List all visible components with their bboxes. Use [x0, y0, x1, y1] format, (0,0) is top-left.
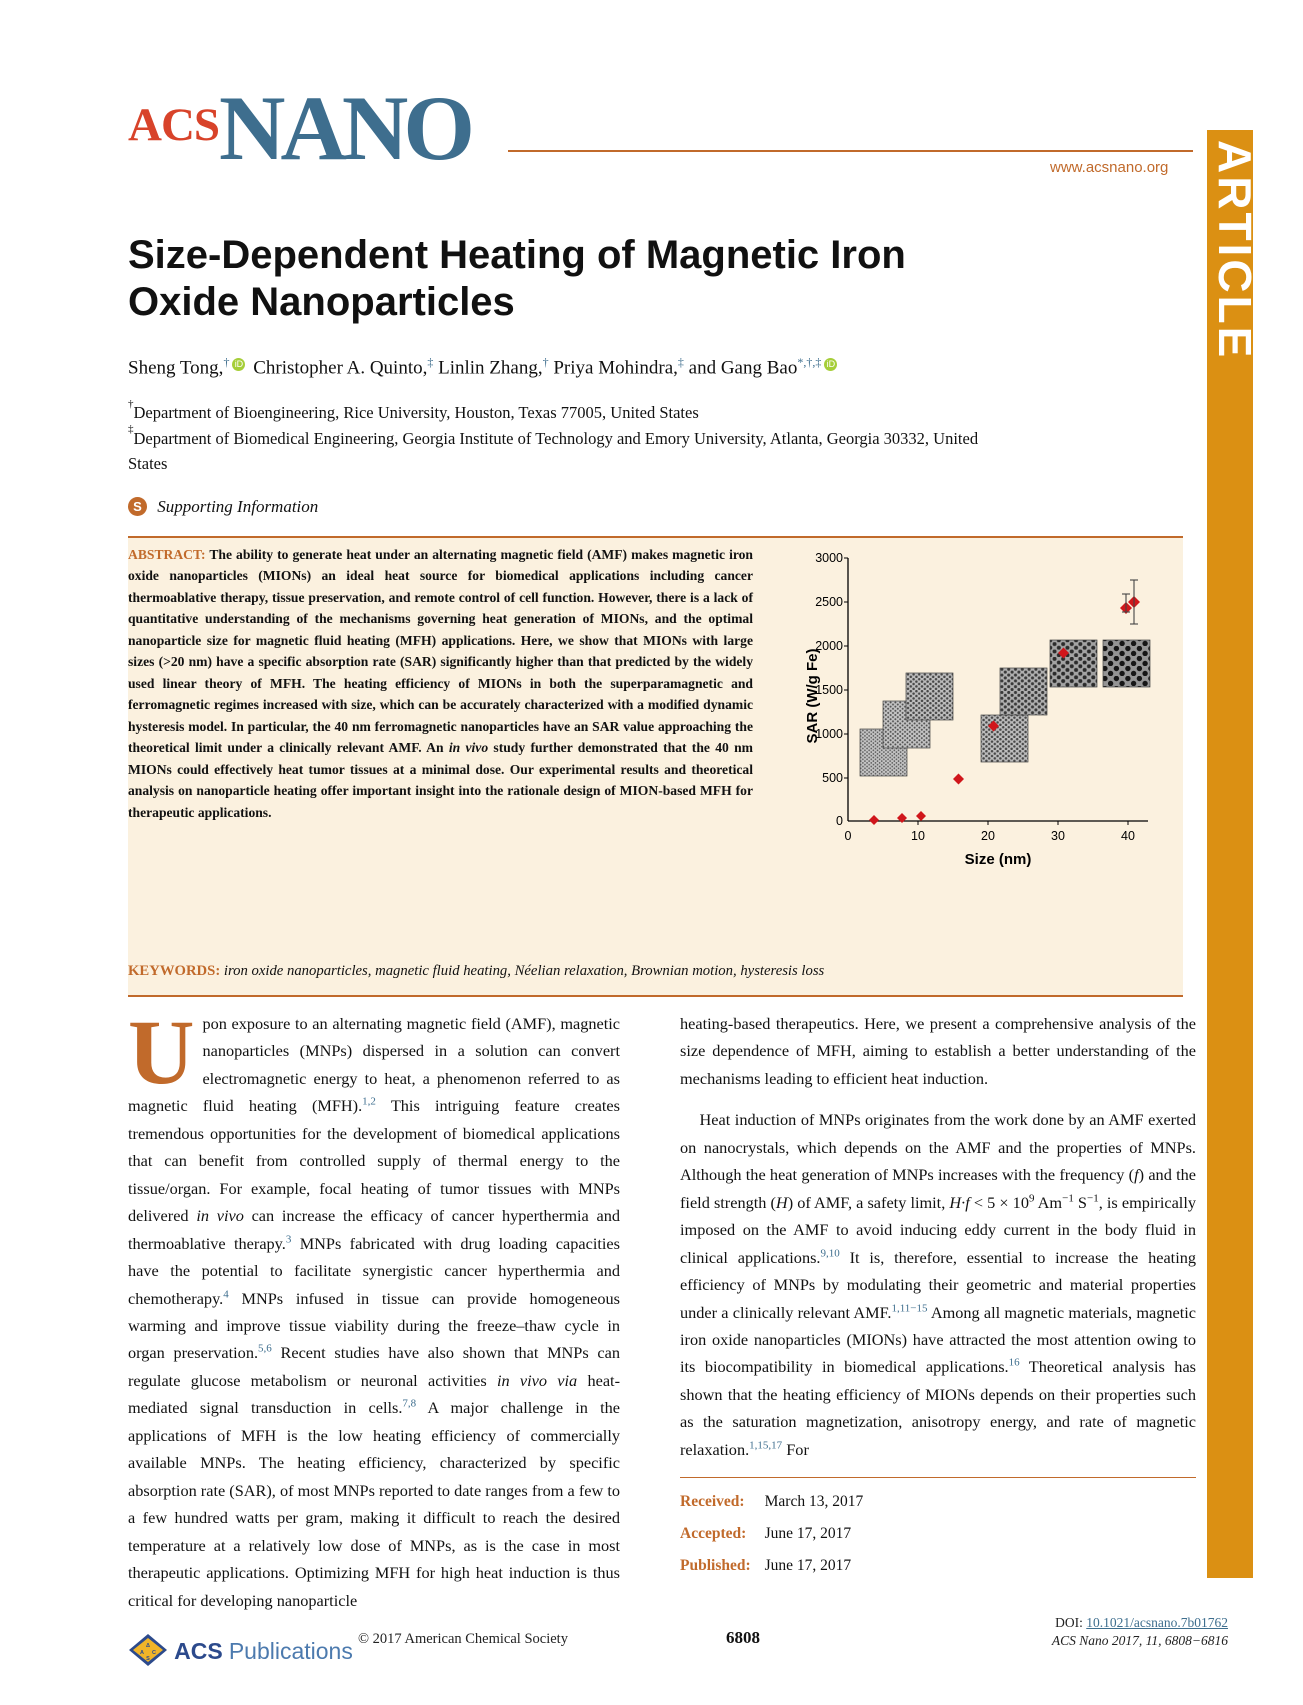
svg-text:A: A	[140, 1650, 144, 1656]
svg-text:C: C	[152, 1650, 156, 1656]
svg-text:10: 10	[911, 829, 925, 843]
svg-text:40: 40	[1121, 829, 1135, 843]
svg-text:S: S	[146, 1656, 150, 1662]
svg-text:SAR (W/g Fe): SAR (W/g Fe)	[804, 649, 821, 744]
svg-text:0: 0	[836, 814, 843, 828]
svg-text:20: 20	[981, 829, 995, 843]
svg-text:30: 30	[1051, 829, 1065, 843]
svg-text:Size (nm): Size (nm)	[965, 851, 1032, 868]
svg-text:3000: 3000	[815, 551, 843, 565]
svg-text:500: 500	[822, 771, 843, 785]
svg-text:2500: 2500	[815, 595, 843, 609]
svg-text:0: 0	[845, 829, 852, 843]
svg-text:Δ: Δ	[146, 1643, 150, 1649]
